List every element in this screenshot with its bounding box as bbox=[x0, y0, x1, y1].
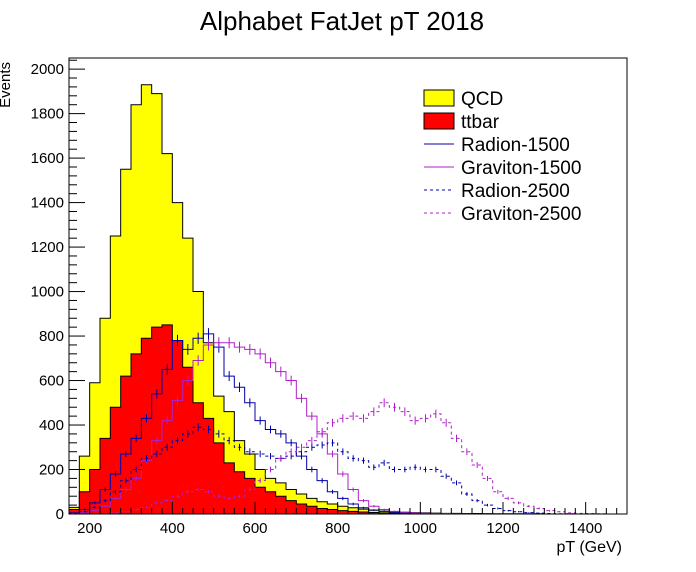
legend-label: Radion-1500 bbox=[461, 135, 570, 156]
y-tick-label: 1400 bbox=[31, 195, 64, 212]
y-tick-label: 0 bbox=[56, 506, 64, 523]
x-tick-label: 400 bbox=[160, 520, 185, 537]
legend-swatch bbox=[423, 112, 455, 130]
x-axis-label: pT (GeV) bbox=[557, 539, 623, 556]
x-tick-label: 600 bbox=[242, 520, 267, 537]
x-tick-label: 1000 bbox=[404, 520, 437, 537]
legend-label: Radion-2500 bbox=[461, 181, 570, 202]
legend-item: QCD bbox=[423, 89, 503, 110]
y-tick-label: 600 bbox=[39, 373, 64, 390]
x-tick-label: 800 bbox=[325, 520, 350, 537]
chart-title: Alphabet FatJet pT 2018 bbox=[200, 6, 484, 36]
y-tick-label: 1600 bbox=[31, 150, 64, 167]
legend-item: ttbar bbox=[423, 112, 500, 133]
series-radion-2500 bbox=[68, 423, 627, 515]
x-axis: 200 400 600 800 1000 1200 1400 bbox=[68, 502, 628, 537]
y-tick-label: 1000 bbox=[31, 284, 64, 301]
legend-item: Graviton-2500 bbox=[424, 204, 581, 225]
x-tick-label: 1200 bbox=[486, 520, 519, 537]
y-tick-label: 1200 bbox=[31, 239, 64, 256]
y-axis: 0 200 400 600 800 1000 1200 1400 1600 1800 2000 bbox=[31, 59, 85, 523]
legend: QCDttbarRadion-1500Graviton-1500Radion-2… bbox=[423, 89, 581, 225]
y-tick-label: 400 bbox=[39, 417, 64, 434]
legend-item: Radion-1500 bbox=[424, 135, 570, 156]
legend-item: Radion-2500 bbox=[424, 181, 570, 202]
x-tick-label: 1400 bbox=[569, 520, 602, 537]
legend-swatch bbox=[423, 89, 455, 107]
y-axis-label: Events bbox=[0, 62, 14, 108]
legend-label: Graviton-2500 bbox=[461, 204, 581, 225]
legend-item: Graviton-1500 bbox=[424, 158, 581, 179]
legend-label: Graviton-1500 bbox=[461, 158, 581, 179]
series-graviton-2500 bbox=[69, 398, 627, 515]
legend-label: QCD bbox=[461, 89, 503, 110]
y-tick-label: 800 bbox=[39, 328, 64, 345]
x-tick-label: 200 bbox=[77, 520, 102, 537]
y-tick-label: 1800 bbox=[31, 106, 64, 123]
legend-label: ttbar bbox=[461, 112, 500, 133]
y-tick-label: 200 bbox=[39, 462, 64, 479]
histogram-line bbox=[68, 426, 627, 515]
y-tick-label: 2000 bbox=[31, 61, 64, 78]
